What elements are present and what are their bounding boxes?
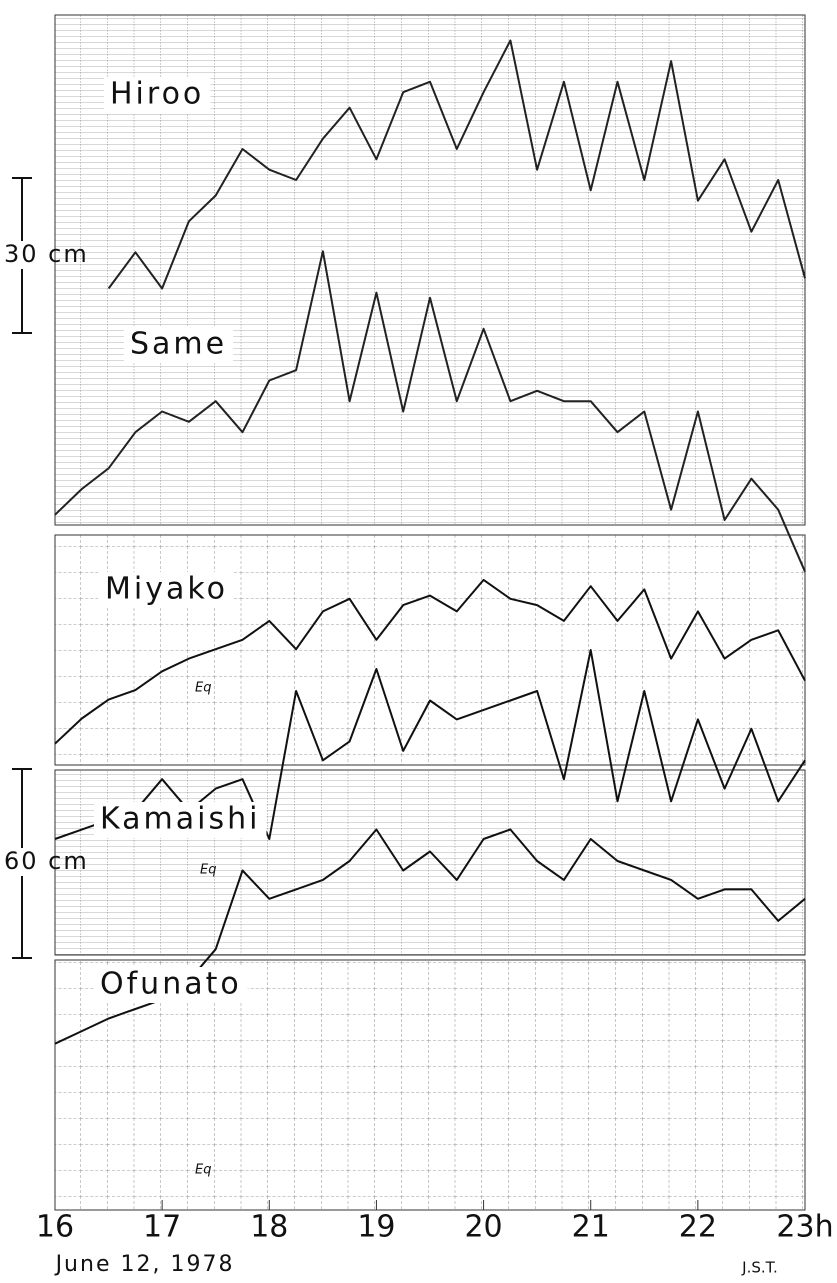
x-tick-label: 23h: [776, 1210, 833, 1245]
x-tick-label: 21: [572, 1210, 610, 1245]
time-zone: J.S.T.: [741, 1259, 778, 1277]
station-label: Ofunato: [100, 967, 242, 1002]
x-tick-label: 18: [250, 1210, 288, 1245]
page: {"chart_data": {"type": "line", "x": [16…: [0, 0, 837, 1283]
station-label: Same: [130, 327, 227, 362]
station-label: Hiroo: [110, 77, 204, 112]
station-label: Miyako: [105, 572, 228, 607]
x-tick-label: 17: [143, 1210, 181, 1245]
eq-annotation: Eq: [200, 863, 216, 878]
x-tick-label: 19: [357, 1210, 395, 1245]
x-tick-label: 22: [679, 1210, 717, 1245]
chart: June 12, 1978 J.S.T. 16 17 18 19 20 21 22 23h 30…: [0, 0, 837, 1283]
panel-grid: [55, 535, 805, 765]
eq-annotation: Eq: [195, 1163, 211, 1178]
scale-label: 30 cm: [4, 240, 89, 268]
panel-grid: [55, 770, 805, 955]
x-tick-label: 20: [464, 1210, 502, 1245]
scale-label: 60 cm: [4, 847, 89, 875]
eq-annotation: Eq: [195, 681, 211, 696]
date-label: June 12, 1978: [54, 1252, 235, 1277]
x-tick-label: 16: [36, 1210, 74, 1245]
station-label: Kamaishi: [100, 802, 260, 837]
